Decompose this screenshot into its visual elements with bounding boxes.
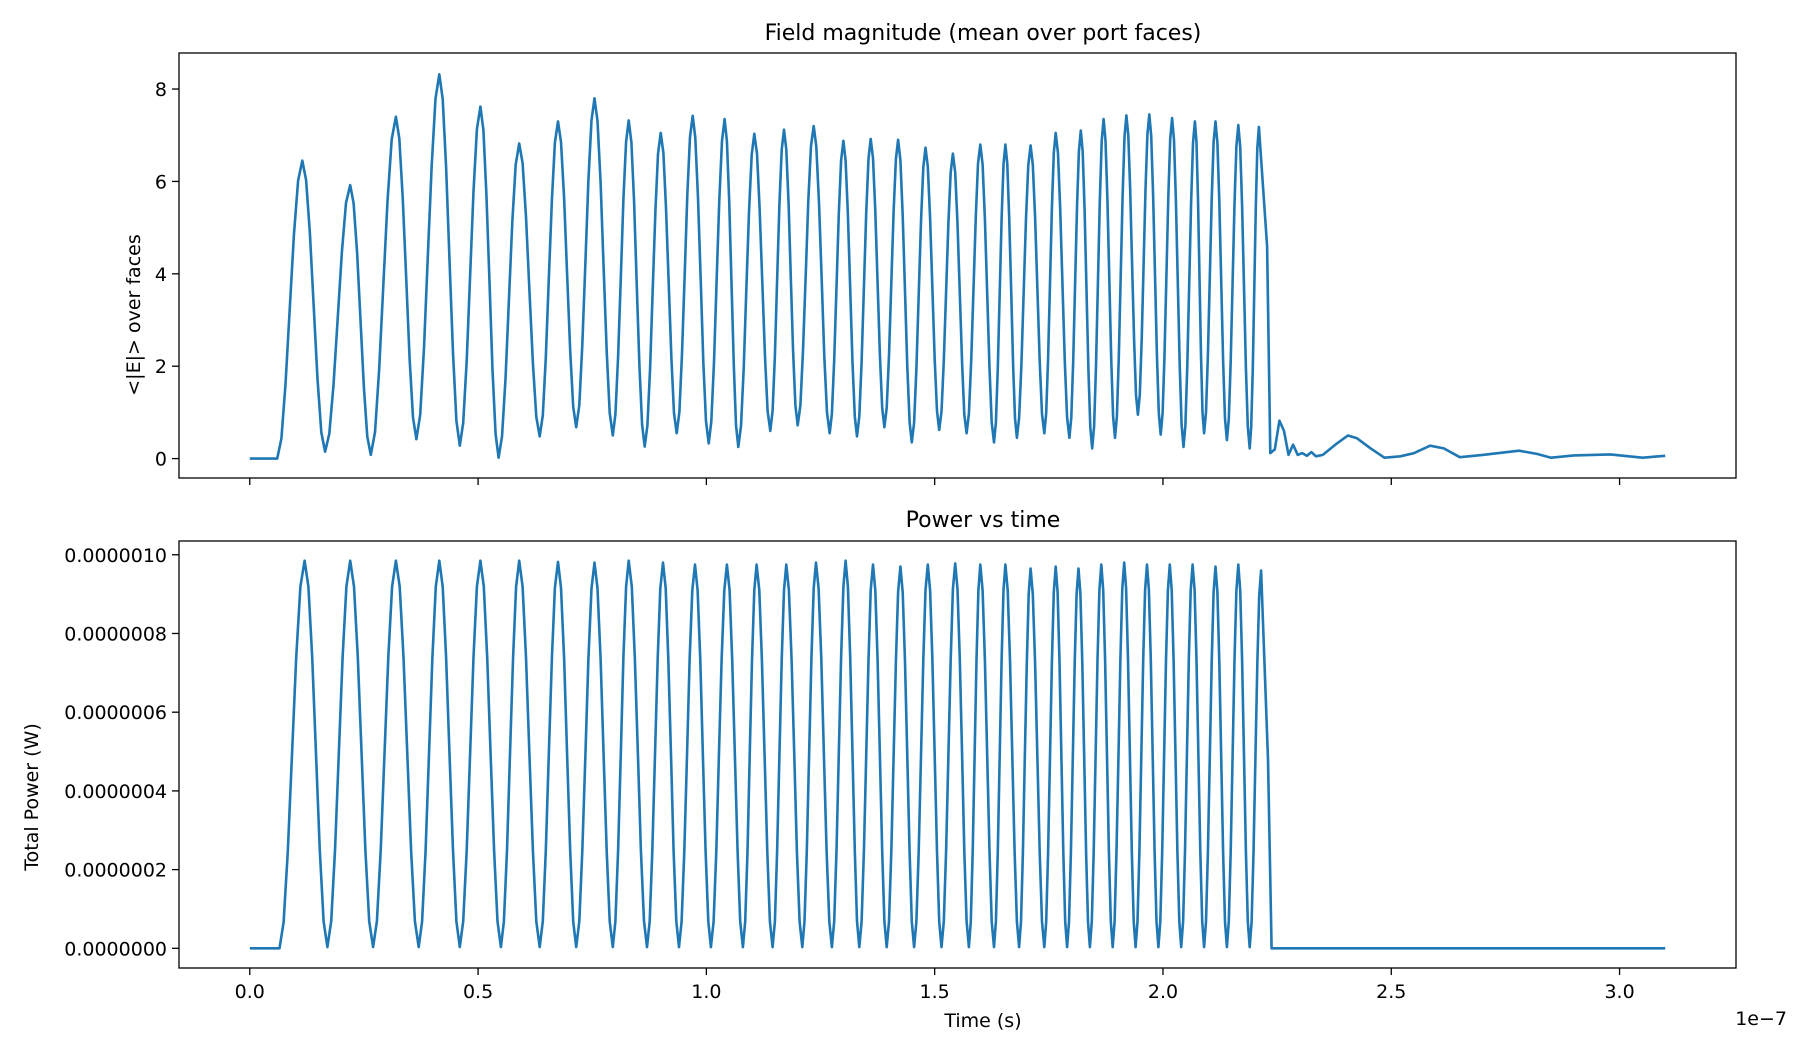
power-x-tick-label: 0.0 bbox=[235, 981, 265, 1003]
power-y-tick-label: 0.0000006 bbox=[64, 702, 167, 724]
power-xlabel: Time (s) bbox=[943, 1010, 1021, 1032]
power-x-tick-label: 1.0 bbox=[691, 981, 721, 1003]
power-plot-frame bbox=[178, 540, 1737, 969]
field-magnitude-y-tick-label: 2 bbox=[155, 356, 167, 378]
field-magnitude-ticks: 0 2 4 6 8 bbox=[155, 79, 1621, 485]
power-y-tick-label: 0.0000000 bbox=[64, 938, 167, 960]
field-magnitude-y-tick-label: 0 bbox=[155, 449, 167, 471]
field-magnitude-ylabel: <|E|> over faces bbox=[123, 234, 145, 395]
power-ylabel-group: Total Power (W) bbox=[21, 723, 43, 872]
field-magnitude-plot-frame bbox=[178, 52, 1737, 479]
power-y-tick-label: 0.0000002 bbox=[64, 860, 167, 882]
power-line bbox=[249, 559, 1666, 950]
field-magnitude-title: Field magnitude (mean over port faces) bbox=[765, 21, 1202, 46]
power-x-tick-label: 2.5 bbox=[1376, 981, 1406, 1003]
field-magnitude-y-tick-label: 6 bbox=[155, 171, 167, 193]
field-magnitude-y-tick-label: 8 bbox=[155, 79, 167, 101]
power-y-tick-label: 0.0000010 bbox=[64, 545, 167, 567]
field-magnitude-ylabel-group: <|E|> over faces bbox=[123, 234, 145, 395]
power-y-tick-label: 0.0000008 bbox=[64, 623, 167, 645]
field-magnitude-panel: Field magnitude (mean over port faces) <… bbox=[123, 21, 1737, 485]
power-ticks: 0.0 0.5 1.0 1.5 2.0 2.5 3.0 0.0000000 0.0000002 0… bbox=[64, 545, 1634, 1003]
power-x-offset-label: 1e−7 bbox=[1735, 1008, 1787, 1030]
power-x-tick-label: 0.5 bbox=[463, 981, 493, 1003]
field-magnitude-line bbox=[249, 73, 1666, 460]
power-y-tick-label: 0.0000004 bbox=[64, 781, 167, 803]
power-x-tick-label: 1.5 bbox=[920, 981, 950, 1003]
power-x-tick-label: 2.0 bbox=[1148, 981, 1178, 1003]
power-ylabel: Total Power (W) bbox=[21, 723, 43, 872]
power-title: Power vs time bbox=[906, 508, 1061, 533]
power-x-tick-label: 3.0 bbox=[1604, 981, 1634, 1003]
power-panel: Power vs time Total Power (W) 0.0 0.5 1.0 1… bbox=[21, 508, 1787, 1032]
field-magnitude-y-tick-label: 4 bbox=[155, 264, 167, 286]
